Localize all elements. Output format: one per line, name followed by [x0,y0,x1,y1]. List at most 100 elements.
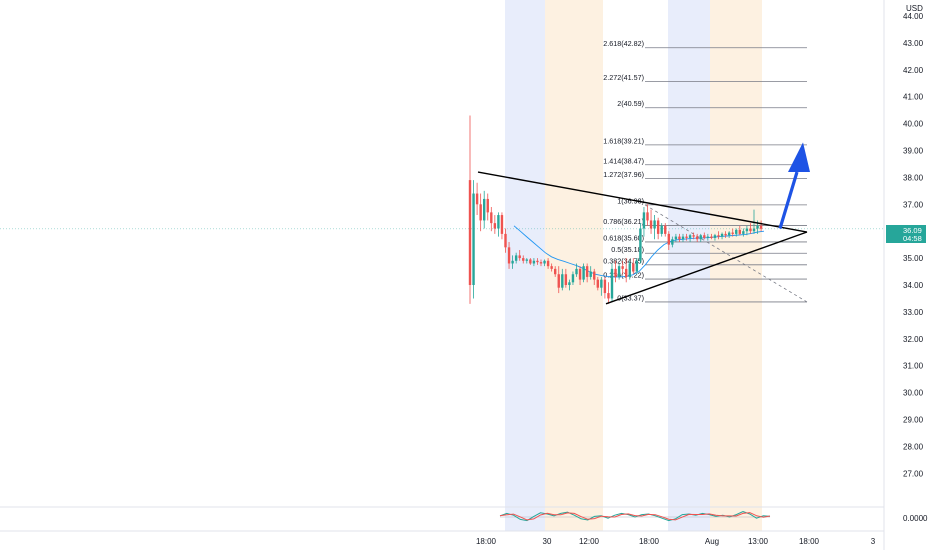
fib-trend-dashed-line [644,204,808,303]
triangle-lower-trendline[interactable] [605,231,808,305]
candle-body [713,235,717,238]
triangle-upper-trendline[interactable] [477,171,808,233]
candle-body [575,268,578,275]
fib-level-label: 0(33.37) [617,293,644,302]
candle-body [593,271,596,280]
candle-body [564,274,568,285]
price-axis[interactable]: 44.00 43.00 42.00 41.00 40.00 39.00 38.00 37.00… [903,12,924,478]
candle-body [486,198,489,213]
candle-body [664,225,667,234]
candle-body [475,193,479,205]
candle-body [635,260,639,272]
trendline-drawings[interactable] [477,142,810,305]
candle-body [625,268,628,277]
price-tick-label: 28.00 [903,442,924,451]
candle-body [720,233,724,237]
fib-level-label: 1.272(37.96) [603,170,644,179]
candle-body [518,255,521,259]
candle-body [550,266,553,269]
time-tick-label: 12:00 [579,537,600,546]
candle-body [589,271,592,277]
candle-body [554,268,557,275]
candle-body [483,198,486,221]
fib-level-label: 1(36.98) [617,196,644,205]
candle-body [685,236,688,238]
fib-level-label: 2.272(41.57) [603,73,644,82]
candle-body [639,228,642,261]
candle-body [688,235,692,238]
candle-body [678,236,681,240]
candle-body [671,239,674,245]
bar-countdown: 04:58 [903,234,922,243]
candle-body [632,263,635,272]
breakout-arrow-head[interactable] [788,142,810,172]
fib-level-label: 1.618(39.21) [603,136,644,145]
candle-body [585,266,589,277]
candle-body [692,235,695,237]
candle-body [500,215,504,234]
candle-body [699,235,702,240]
candle-body [756,225,759,229]
fib-level-label: 1.414(38.47) [603,156,644,165]
candle-body [646,212,649,221]
time-axis[interactable]: 18:00 30 12:00 18:00 Aug 13:00 18:00 3 [476,537,876,546]
candle-body [532,260,536,264]
candle-body [649,220,653,229]
candle-body [696,236,699,240]
oscillator-pane [499,511,771,522]
session-band-europe-1 [545,0,603,531]
candle-body [703,235,706,238]
session-band-asia-1 [505,0,545,531]
candle-body [642,212,646,229]
candle-body [749,228,752,232]
price-tick-label: 30.00 [903,389,924,398]
candle-body [525,259,528,261]
candle-body [621,266,624,269]
time-tick-label: 13:00 [748,537,769,546]
candle-body [490,212,493,224]
candle-body [539,262,543,264]
candle-body [727,232,731,236]
fib-level-label: 0.618(35.60) [603,233,644,242]
time-tick-label: Aug [705,537,719,546]
candle-body [706,236,710,238]
candle-body [742,231,745,234]
candle-body [522,258,525,261]
time-tick-label: 18:00 [639,537,660,546]
breakout-arrow-shaft[interactable] [778,171,799,229]
candle-body [674,236,678,240]
price-tick-label: 34.00 [903,281,924,290]
price-tick-label: 38.00 [903,173,924,182]
fib-level-label: 0.382(34.75) [603,256,644,265]
candle-body [681,236,685,240]
candle-body [731,232,734,234]
time-tick-label: 3 [871,537,876,546]
candle-body [607,293,610,299]
candle-body [724,233,727,236]
price-tick-label: 33.00 [903,308,924,317]
candlesticks [468,115,763,304]
candle-body [745,228,749,232]
candle-body [493,223,497,229]
candle-body [497,215,500,229]
price-tick-label: 39.00 [903,147,924,156]
candle-body [472,193,475,285]
currency-label: USD [906,4,923,13]
candle-body [536,260,539,263]
candle-body [582,266,585,280]
fib-level-label: 2.618(42.82) [603,39,644,48]
candle-body [529,259,532,264]
price-tick-label: 42.00 [903,66,924,75]
candle-body [543,260,546,264]
price-badge-background [886,225,926,243]
candle-body [610,268,614,299]
candle-body [628,263,631,277]
price-tick-label: 40.00 [903,120,924,129]
candle-body [660,225,663,234]
candle-body [568,282,571,285]
candle-body [614,268,617,277]
candle-body [596,279,599,288]
candle-body [571,274,575,283]
candle-body [511,260,514,264]
